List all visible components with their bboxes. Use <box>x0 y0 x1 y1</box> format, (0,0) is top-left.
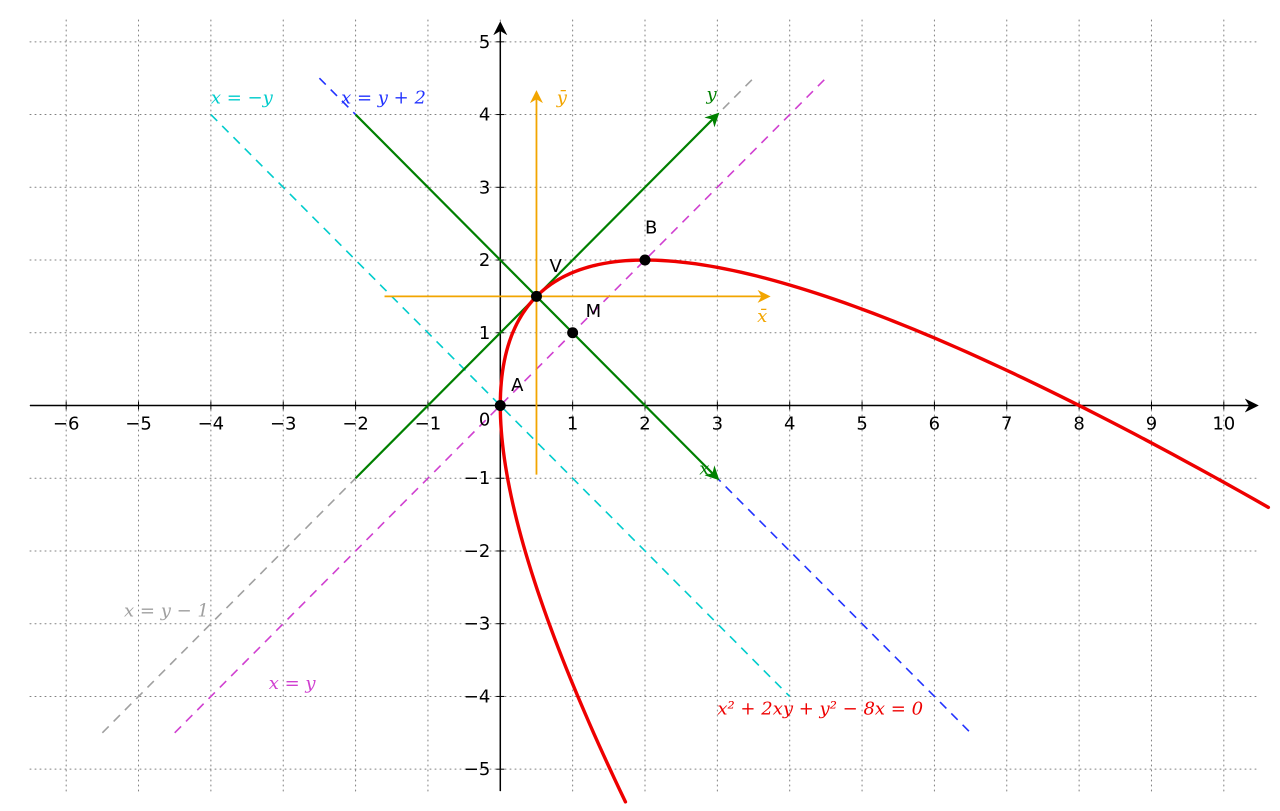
xtick-label: 3 <box>712 414 723 435</box>
point-label-V: V <box>549 256 562 277</box>
ytick-label: 1 <box>479 323 490 344</box>
xbar-label: x̄ <box>757 306 767 327</box>
ytick-label: −4 <box>464 686 491 707</box>
ybar-label: ȳ <box>556 88 568 109</box>
xtick-label: 9 <box>1146 414 1157 435</box>
math-plot: x = y − 1x = yx = −yx = y + 2−6−5−4−3−2−… <box>0 0 1280 811</box>
curve-equation-label: x² + 2xy + y² − 8x = 0 <box>717 699 923 720</box>
xtick-label: −6 <box>53 414 80 435</box>
ytick-label: 4 <box>479 105 490 126</box>
ytick-label: −5 <box>464 759 491 780</box>
ytick-label: −2 <box>464 541 491 562</box>
point-label-B: B <box>645 217 657 238</box>
xtick-label: 8 <box>1073 414 1084 435</box>
xrot-label: x <box>699 459 709 480</box>
point-B <box>640 255 651 266</box>
xtick-label: 5 <box>856 414 867 435</box>
xtick-label: 7 <box>1001 414 1012 435</box>
ytick-label: −1 <box>464 468 491 489</box>
xtick-label: −3 <box>270 414 297 435</box>
point-V <box>531 291 542 302</box>
xtick-label: −1 <box>415 414 442 435</box>
conic-curve <box>500 260 1268 802</box>
main-axes: −6 −5 −4 −3 −2 −1 1 2 3 4 5 6 7 8 9 10 −5 −4 −3 −2 −1 1 2 3 4 5 0 <box>30 24 1256 791</box>
origin-label: 0 <box>479 410 490 431</box>
point-A <box>495 400 506 411</box>
yrot-label: y <box>706 84 718 105</box>
point-label-A: A <box>511 375 524 396</box>
line-label-blue: x = y + 2 <box>341 88 426 109</box>
xtick-label: 4 <box>784 414 795 435</box>
point-label-M: M <box>586 301 602 322</box>
xtick-label: −5 <box>125 414 152 435</box>
ytick-label: 2 <box>479 250 490 271</box>
xtick-label: 10 <box>1212 414 1235 435</box>
line-label-gray: x = y − 1 <box>124 600 209 621</box>
ytick-label: 3 <box>479 177 490 198</box>
ytick-label: −3 <box>464 614 491 635</box>
point-M <box>567 327 578 338</box>
xtick-label: −4 <box>198 414 225 435</box>
line-label-cyan: x = −y <box>211 88 274 109</box>
xtick-label: −2 <box>342 414 369 435</box>
xtick-label: 2 <box>639 414 650 435</box>
xtick-label: 6 <box>929 414 940 435</box>
line-label-magenta: x = y <box>269 673 317 694</box>
xtick-label: 1 <box>567 414 578 435</box>
ytick-label: 5 <box>479 32 490 53</box>
